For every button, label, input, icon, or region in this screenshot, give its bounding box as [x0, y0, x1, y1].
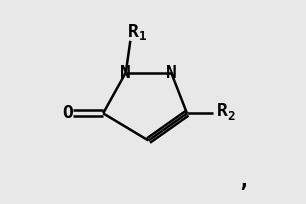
Text: N: N — [120, 63, 131, 82]
Text: 2: 2 — [227, 110, 235, 123]
Text: R: R — [217, 102, 228, 120]
Text: O: O — [62, 104, 73, 122]
Text: R: R — [128, 23, 139, 41]
Text: ,: , — [237, 171, 250, 191]
Text: N: N — [166, 63, 177, 82]
Text: 1: 1 — [139, 30, 147, 43]
